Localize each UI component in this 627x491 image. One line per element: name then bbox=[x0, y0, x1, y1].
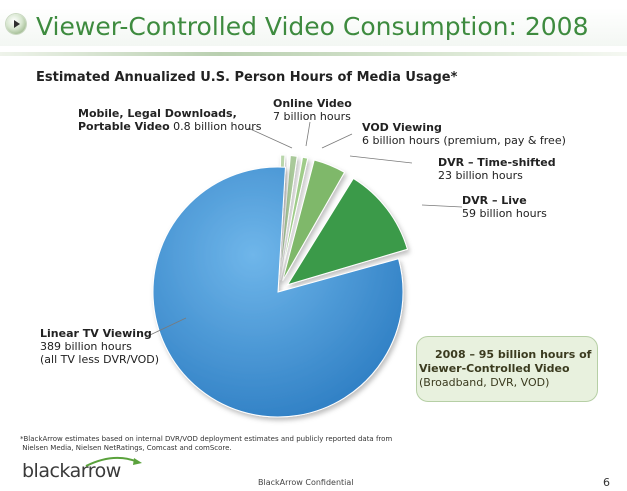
leader-dvr-live bbox=[421, 204, 463, 208]
footnote-line-2: Nielsen Media, Nielsen NetRatings, Comca… bbox=[22, 444, 232, 452]
label-online-title: Online Video bbox=[273, 97, 352, 110]
label-linear-value: 389 billion hours bbox=[40, 340, 132, 353]
blackarrow-logo: blackarrow bbox=[22, 456, 142, 482]
footnote: *BlackArrow estimates based on internal … bbox=[20, 435, 392, 453]
label-mobile-title-2: Portable Video bbox=[78, 120, 170, 133]
leader-linear bbox=[149, 317, 187, 336]
logo-arrow-icon bbox=[85, 456, 142, 467]
leader-online bbox=[305, 121, 311, 147]
pie-slice-dvr-time-shifted bbox=[282, 159, 346, 282]
pie-slice-dvr-live bbox=[286, 177, 409, 286]
footnote-line-1: *BlackArrow estimates based on internal … bbox=[20, 435, 393, 443]
title-band bbox=[0, 8, 627, 46]
play-bullet-icon bbox=[6, 14, 26, 34]
pie-slice-vod-viewing bbox=[279, 156, 309, 281]
page-number: 6 bbox=[603, 476, 610, 489]
confidential-note: BlackArrow Confidential bbox=[258, 478, 354, 487]
label-linear-title: Linear TV Viewing bbox=[40, 327, 152, 340]
label-vod-title: VOD Viewing bbox=[362, 121, 442, 134]
label-dvr-shift-title: DVR – Time-shifted bbox=[438, 156, 556, 169]
label-dvr-live-title: DVR – Live bbox=[462, 194, 527, 207]
label-mobile-value: 0.8 billion hours bbox=[173, 120, 262, 133]
label-dvr-shift-value: 23 billion hours bbox=[438, 169, 523, 182]
leader-mobile bbox=[247, 127, 293, 149]
title-divider bbox=[0, 52, 627, 56]
callout-line-3: (Broadband, DVR, VOD) bbox=[419, 376, 550, 389]
chart-subtitle: Estimated Annualized U.S. Person Hours o… bbox=[36, 70, 458, 85]
label-mobile: Mobile, Legal Downloads, Portable Video … bbox=[78, 107, 261, 133]
leader-dvr-shift bbox=[349, 155, 413, 164]
slide-title: Viewer-Controlled Video Consumption: 200… bbox=[36, 12, 589, 41]
label-linear-note: (all TV less DVR/VOD) bbox=[40, 353, 160, 366]
logo-text: blackarrow bbox=[22, 460, 121, 482]
pie-slice-online-video bbox=[278, 155, 298, 281]
label-dvr-live: DVR – Live 59 billion hours bbox=[462, 194, 547, 220]
summary-callout: 2008 – 95 billion hours of Viewer-Contro… bbox=[416, 336, 598, 402]
label-dvr-shift: DVR – Time-shifted 23 billion hours bbox=[438, 156, 556, 182]
label-linear: Linear TV Viewing 389 billion hours (all… bbox=[40, 327, 159, 366]
leader-vod bbox=[321, 133, 353, 149]
label-vod: VOD Viewing 6 billion hours (premium, pa… bbox=[362, 121, 566, 147]
label-online: Online Video 7 billion hours bbox=[273, 97, 352, 123]
pie-slice-linear-tv-viewing bbox=[152, 166, 404, 418]
label-mobile-title-1: Mobile, Legal Downloads, bbox=[78, 107, 237, 120]
label-dvr-live-value: 59 billion hours bbox=[462, 207, 547, 220]
callout-line-2: Viewer-Controlled Video bbox=[419, 362, 570, 375]
label-online-value: 7 billion hours bbox=[273, 110, 351, 123]
label-vod-value: 6 billion hours (premium, pay & free) bbox=[362, 134, 566, 147]
callout-line-1: 2008 – 95 billion hours of bbox=[435, 348, 592, 361]
